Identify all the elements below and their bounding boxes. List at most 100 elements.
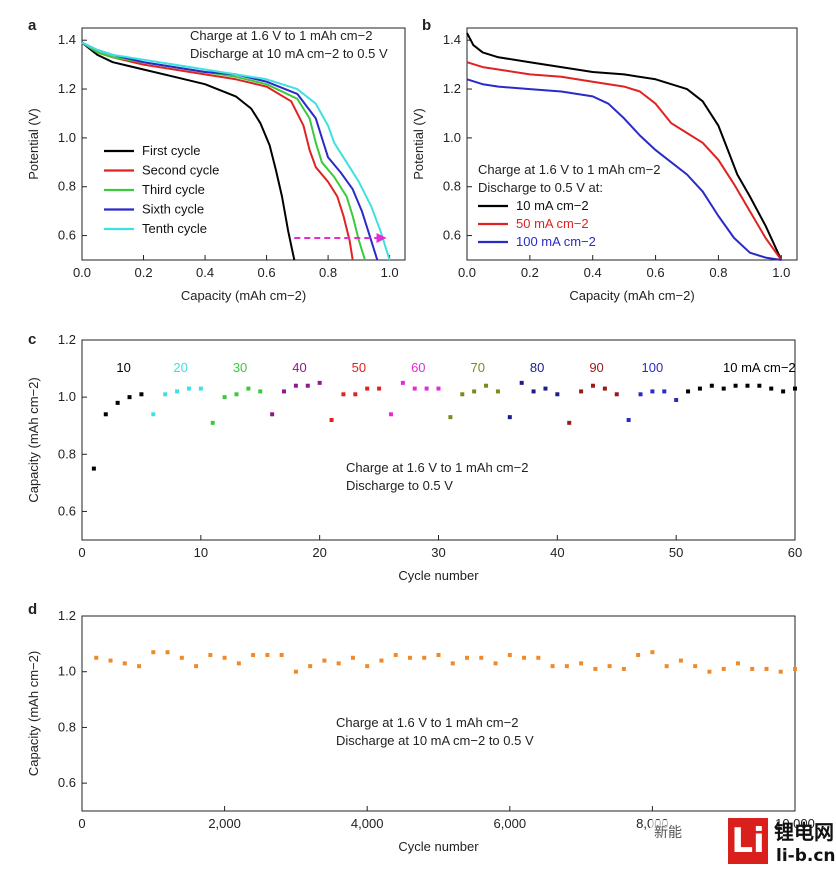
x-axis-label-a: Capacity (mAh cm−2) xyxy=(181,288,306,303)
data-point-d xyxy=(536,655,541,660)
data-point-c xyxy=(388,412,393,417)
data-point-d xyxy=(279,653,284,657)
data-point-c xyxy=(210,420,215,425)
rate-label-c: 30 xyxy=(233,360,247,375)
data-point-c xyxy=(686,389,691,394)
data-point-c xyxy=(341,392,346,397)
data-point-c xyxy=(436,386,441,391)
y-axis-label-a: Potential (V) xyxy=(26,108,41,180)
rate-label-c: 100 xyxy=(642,360,664,375)
watermark-logo-icon: Li xyxy=(728,818,768,864)
y-tick-label-d: 1.0 xyxy=(58,664,76,679)
rate-label-c: 60 xyxy=(411,360,425,375)
data-point-c xyxy=(246,386,251,391)
data-point-c xyxy=(745,383,750,388)
data-point-d xyxy=(522,655,527,660)
data-point-c xyxy=(543,386,548,391)
data-point-d xyxy=(793,666,797,671)
plot-frame-c xyxy=(81,339,796,541)
data-point-c xyxy=(757,383,762,388)
y-tick-label-d: 0.6 xyxy=(58,775,76,790)
data-point-d xyxy=(165,650,170,655)
data-point-d xyxy=(707,669,712,674)
data-point-c xyxy=(139,392,144,397)
x-tick-label-a: 0.0 xyxy=(73,265,91,280)
plot-frame-a xyxy=(81,27,406,261)
annotation-d: Discharge at 10 mA cm−2 to 0.5 V xyxy=(336,733,534,748)
data-point-c xyxy=(115,400,120,405)
data-point-c xyxy=(91,466,96,471)
data-point-c xyxy=(270,412,275,417)
rate-label-c: 40 xyxy=(292,360,306,375)
legend-label-a: Second cycle xyxy=(142,163,219,178)
data-point-c xyxy=(590,383,595,388)
arrow-head-icon xyxy=(376,233,387,244)
data-point-c xyxy=(614,392,619,397)
data-point-c xyxy=(365,386,370,391)
data-point-d xyxy=(379,658,384,663)
x-tick-label-b: 0.2 xyxy=(521,265,539,280)
data-point-c xyxy=(579,389,584,394)
x-tick-label-c: 30 xyxy=(431,545,445,560)
data-point-d xyxy=(678,658,683,663)
rate-label-c: 90 xyxy=(589,360,603,375)
panel-label-a: a xyxy=(28,17,37,34)
data-point-d xyxy=(236,661,241,666)
data-point-c xyxy=(531,389,536,394)
x-tick-label-b: 0.0 xyxy=(458,265,476,280)
panel-label-b: b xyxy=(422,17,431,34)
data-point-d xyxy=(422,655,427,660)
x-tick-label-b: 1.0 xyxy=(772,265,790,280)
data-point-c xyxy=(650,389,655,394)
y-tick-label-a: 0.6 xyxy=(58,228,76,243)
y-tick-label-a: 1.2 xyxy=(58,81,76,96)
data-point-c xyxy=(103,412,108,417)
y-tick-label-c: 1.2 xyxy=(58,332,76,347)
x-axis-label-d: Cycle number xyxy=(398,839,479,854)
data-point-d xyxy=(550,664,555,669)
rate-label-c: 50 xyxy=(352,360,366,375)
data-point-d xyxy=(151,650,156,655)
data-point-d xyxy=(393,653,398,657)
y-tick-label-c: 1.0 xyxy=(58,389,76,404)
x-tick-label-c: 50 xyxy=(669,545,683,560)
x-tick-label-c: 20 xyxy=(312,545,326,560)
y-tick-label-b: 1.2 xyxy=(443,81,461,96)
data-point-d xyxy=(194,664,199,669)
data-point-d xyxy=(336,661,341,666)
data-point-d xyxy=(222,655,227,660)
x-tick-label-d: 10,000 xyxy=(775,816,815,831)
data-point-d xyxy=(664,664,669,669)
data-point-c xyxy=(198,386,203,391)
data-point-d xyxy=(436,653,441,657)
data-point-c xyxy=(507,415,512,420)
y-tick-label-b: 0.8 xyxy=(443,179,461,194)
x-tick-label-d: 4,000 xyxy=(351,816,384,831)
data-point-d xyxy=(735,661,740,666)
panel-label-c: c xyxy=(28,331,36,348)
watermark-site-name: 锂电网 xyxy=(774,820,834,844)
plot-frame-b xyxy=(466,27,798,261)
data-point-d xyxy=(764,666,769,671)
data-point-c xyxy=(412,386,417,391)
data-point-c xyxy=(519,380,524,385)
legend-label-b: 10 mA cm−2 xyxy=(516,198,589,213)
data-point-d xyxy=(365,664,370,669)
data-point-c xyxy=(400,380,405,385)
x-tick-label-b: 0.8 xyxy=(709,265,727,280)
legend-label-a: Tenth cycle xyxy=(142,221,207,236)
x-tick-label-c: 0 xyxy=(78,545,85,560)
data-point-c xyxy=(697,386,702,391)
x-tick-label-b: 0.6 xyxy=(647,265,665,280)
data-point-d xyxy=(179,655,184,660)
data-point-d xyxy=(251,653,256,657)
series-line-a xyxy=(81,41,354,261)
legend-label-a: Third cycle xyxy=(142,182,205,197)
data-point-d xyxy=(778,669,783,674)
data-point-c xyxy=(781,389,786,394)
legend-label-b: 50 mA cm−2 xyxy=(516,216,589,231)
data-point-d xyxy=(94,655,99,660)
data-point-c xyxy=(769,386,774,391)
data-point-d xyxy=(122,661,127,666)
